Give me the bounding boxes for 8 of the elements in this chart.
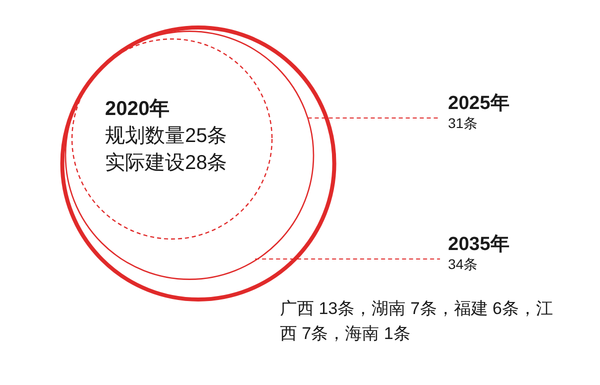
text: 实际建设28条	[105, 151, 228, 176]
category-label: 2025年	[448, 92, 510, 116]
data-label: 34条	[448, 256, 478, 274]
category-label: 2035年	[448, 233, 510, 257]
text: 广西 13条，湖南 7条，福建 6条，江西 7条，海南 1条	[280, 298, 554, 345]
data-label: 31条	[448, 115, 478, 133]
category-label: 2020年	[105, 97, 170, 122]
data-label: 规划数量25条	[105, 124, 228, 149]
